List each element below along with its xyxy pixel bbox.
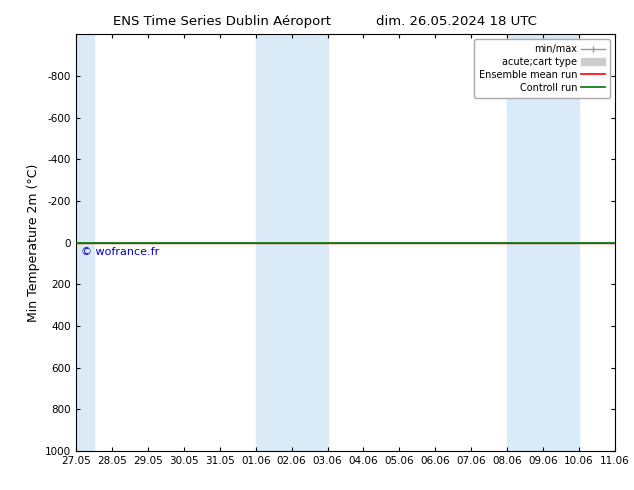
Text: dim. 26.05.2024 18 UTC: dim. 26.05.2024 18 UTC xyxy=(376,15,537,28)
Text: © wofrance.fr: © wofrance.fr xyxy=(81,246,160,257)
Bar xyxy=(507,34,579,451)
Legend: min/max, acute;cart type, Ensemble mean run, Controll run: min/max, acute;cart type, Ensemble mean … xyxy=(474,39,610,98)
Text: ENS Time Series Dublin Aéroport: ENS Time Series Dublin Aéroport xyxy=(113,15,331,28)
Bar xyxy=(256,34,328,451)
Y-axis label: Min Temperature 2m (°C): Min Temperature 2m (°C) xyxy=(27,163,39,322)
Bar xyxy=(76,34,94,451)
